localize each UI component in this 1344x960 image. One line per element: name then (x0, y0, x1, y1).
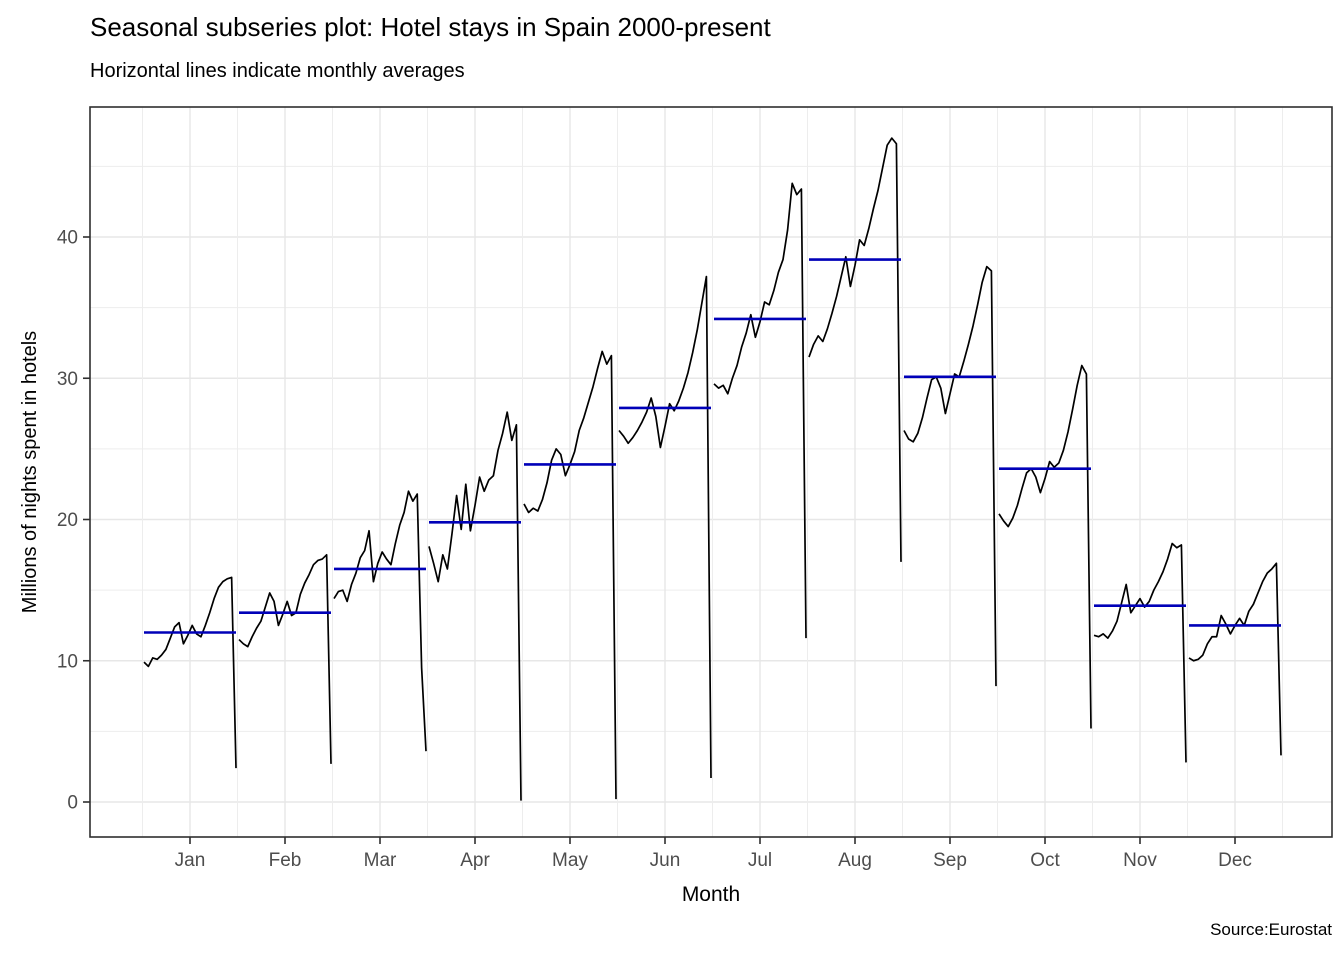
x-tick-label: Jul (748, 850, 772, 871)
series-line-oct (998, 364, 1092, 729)
x-tick-label: May (552, 850, 588, 871)
series-line-nov (1093, 542, 1187, 763)
y-axis-title: Millions of nights spent in hotels (19, 331, 41, 613)
series-line-apr (428, 411, 522, 801)
series-line-sep (903, 265, 997, 687)
x-tick-label: Jan (175, 850, 206, 871)
x-tick-label: Sep (933, 850, 967, 871)
chart-subtitle: Horizontal lines indicate monthly averag… (90, 60, 465, 82)
x-tick-label: Mar (364, 850, 397, 871)
x-tick-label: Aug (838, 850, 872, 871)
x-tick-label: Nov (1123, 850, 1157, 871)
y-tick-label: 40 (57, 228, 78, 249)
x-tick-label: Jun (650, 850, 681, 871)
series-line-jun (618, 275, 712, 778)
series-line-jan (143, 576, 237, 769)
x-axis-title: Month (682, 883, 740, 906)
source-caption: Source:Eurostat (1210, 920, 1332, 939)
panel-border (89, 106, 1333, 838)
chart-title: Seasonal subseries plot: Hotel stays in … (90, 12, 771, 42)
y-tick-label: 30 (57, 369, 78, 390)
y-tick-label: 20 (57, 510, 78, 531)
x-tick-label: Feb (269, 850, 302, 871)
series-line-mar (333, 490, 427, 752)
series-line-jul (713, 182, 807, 639)
x-tick-label: Oct (1030, 850, 1060, 871)
x-tick-label: Dec (1218, 850, 1252, 871)
series-line-aug (808, 137, 902, 562)
y-tick-label: 0 (67, 793, 78, 814)
x-tick-label: Apr (460, 850, 490, 871)
y-tick-label: 10 (57, 651, 78, 672)
series-line-feb (238, 553, 332, 764)
plot-area: 0 10 20 30 40 Jan Feb Mar Apr May Jun Jul Aug Sep Oct N… (57, 106, 1333, 871)
